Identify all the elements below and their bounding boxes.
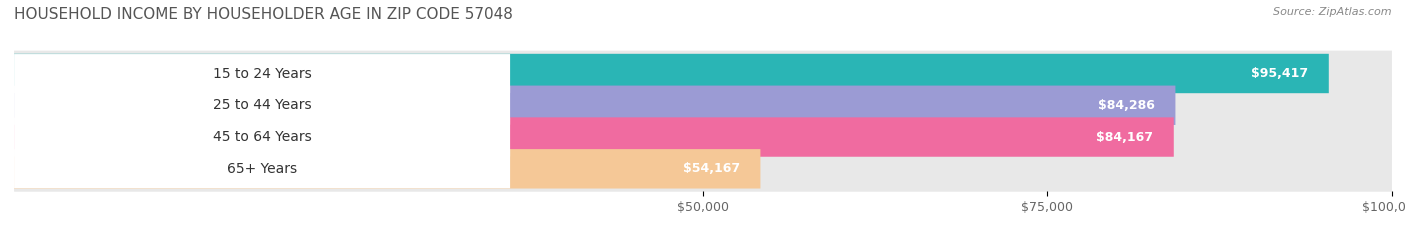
FancyBboxPatch shape [14,82,1392,128]
Text: HOUSEHOLD INCOME BY HOUSEHOLDER AGE IN ZIP CODE 57048: HOUSEHOLD INCOME BY HOUSEHOLDER AGE IN Z… [14,7,513,22]
Text: $84,167: $84,167 [1097,130,1153,144]
FancyBboxPatch shape [14,149,761,188]
Text: Source: ZipAtlas.com: Source: ZipAtlas.com [1274,7,1392,17]
FancyBboxPatch shape [14,117,1174,157]
Text: $54,167: $54,167 [683,162,740,175]
Text: $95,417: $95,417 [1251,67,1308,80]
Text: 15 to 24 Years: 15 to 24 Years [212,66,312,80]
FancyBboxPatch shape [14,146,1392,192]
FancyBboxPatch shape [14,54,1329,93]
FancyBboxPatch shape [14,51,1392,96]
FancyBboxPatch shape [14,149,510,188]
Text: $84,286: $84,286 [1098,99,1154,112]
Text: 45 to 64 Years: 45 to 64 Years [212,130,312,144]
FancyBboxPatch shape [14,118,510,157]
Text: 25 to 44 Years: 25 to 44 Years [212,98,311,112]
FancyBboxPatch shape [14,54,510,93]
FancyBboxPatch shape [14,86,510,125]
FancyBboxPatch shape [14,86,1175,125]
Text: 65+ Years: 65+ Years [226,162,297,176]
FancyBboxPatch shape [14,114,1392,160]
